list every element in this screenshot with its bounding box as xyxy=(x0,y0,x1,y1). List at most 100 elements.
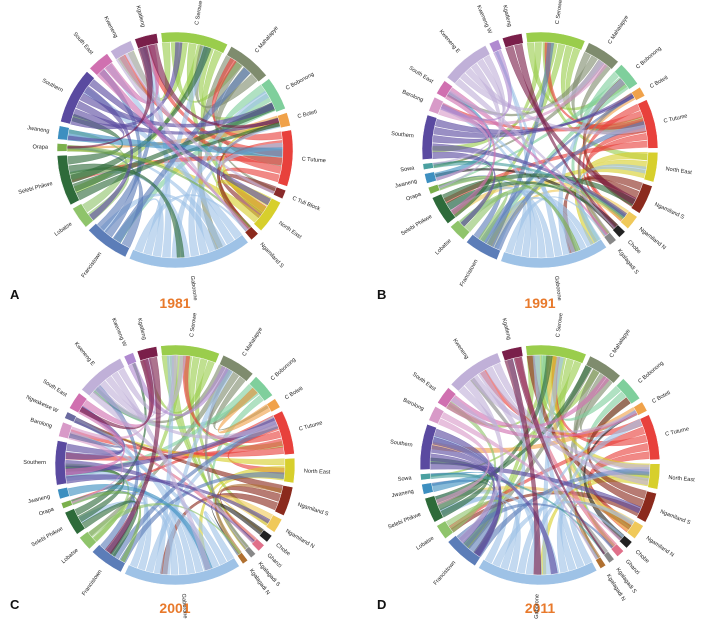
label-south-east: South East xyxy=(41,379,68,399)
label-c-boteti: C Boteti xyxy=(651,390,671,405)
year-label-2011: 2011 xyxy=(525,600,556,616)
label-kweneng-w: Kweneng W xyxy=(475,4,493,35)
label-ngamiland-n: Ngamiland N xyxy=(638,227,667,252)
arc-jwaneng xyxy=(57,125,70,141)
arc-francistown xyxy=(466,234,501,261)
label-c-tutume: C Tutume xyxy=(301,157,326,165)
arc-c-tutume xyxy=(272,410,295,456)
label-c-mahalapye: C Mahalapye xyxy=(241,327,264,358)
label-kweneng: Kweneng xyxy=(451,338,469,361)
label-c-mahalapye: C Mahalapye xyxy=(609,328,632,359)
label-ngamiland-s: Ngamiland S xyxy=(653,202,685,221)
label-kgatleng: Kgatleng xyxy=(136,318,147,341)
arc-c-mahalapye xyxy=(226,45,267,83)
arc-selebi-phikwe xyxy=(64,508,86,535)
label-jwaneng: Jwaneng xyxy=(28,494,51,505)
label-gaborone: Gaborone xyxy=(534,594,541,619)
arc-selebi-phikwe xyxy=(431,193,456,225)
label-ngwaketse-w: Ngwaketse W xyxy=(25,395,60,415)
arc-kweneng-e xyxy=(446,45,491,84)
arc-barolong xyxy=(428,405,445,425)
label-jwaneng: Jwaneng xyxy=(394,178,417,189)
arc-kgalagadi-s xyxy=(603,232,617,246)
arc-lobatse xyxy=(79,531,97,550)
label-sowa: Sowa xyxy=(397,475,412,482)
label-francistown: Francistown xyxy=(81,569,103,597)
label-north-east: North East xyxy=(665,166,692,176)
arc-c-boteti xyxy=(631,86,646,101)
arc-selebi-phikwe xyxy=(56,154,80,206)
year-label-1991: 1991 xyxy=(524,295,555,311)
label-lobatse: Lobatse xyxy=(415,535,435,551)
panel-letter-b: B xyxy=(377,287,386,302)
arc-kgatleng xyxy=(134,33,159,49)
label-c-serowe: C Serowe xyxy=(189,312,198,337)
arc-jwaneng xyxy=(57,487,70,500)
label-jwaneng: Jwaneng xyxy=(27,125,50,134)
arc-kgatleng xyxy=(501,33,524,48)
label-c-mahalapye: C Mahalapye xyxy=(607,14,630,45)
arc-north-east xyxy=(253,197,281,232)
label-kweneng-w: Kweneng W xyxy=(110,317,128,348)
arc-jwaneng xyxy=(421,482,434,495)
arc-north-east xyxy=(283,457,296,484)
arc-kgatleng xyxy=(136,346,159,361)
arc-c-mahalapye xyxy=(585,355,621,384)
arc-francistown xyxy=(447,535,481,567)
panel-letter-c: C xyxy=(10,597,20,612)
label-north-east: North East xyxy=(277,220,302,240)
arc-ngamiland-s xyxy=(636,490,657,523)
chord-layer xyxy=(429,354,651,576)
year-label-2001: 2001 xyxy=(159,600,190,616)
arc-chobe xyxy=(612,224,626,238)
arc-c-tuli-block xyxy=(272,186,287,200)
label-southern: Southern xyxy=(41,78,64,94)
label-chobe: Chobe xyxy=(274,543,291,558)
chord-layer xyxy=(431,41,649,259)
arc-ngamiland-n xyxy=(620,210,638,230)
panel-c: C 2001 C Serowe C Mahalapye C Bobonong C Bo… xyxy=(10,312,331,618)
label-ngamiland-n: Ngamiland N xyxy=(284,528,315,550)
arc-southern xyxy=(421,114,438,160)
arc-kweneng xyxy=(110,40,135,60)
arc-gaborone xyxy=(128,234,249,269)
arc-ngamiland-n xyxy=(626,520,644,540)
arc-north-east xyxy=(643,151,659,183)
arc-francistown xyxy=(91,544,126,573)
arc-south-east xyxy=(69,392,88,414)
arc-chobe xyxy=(258,529,273,543)
label-south-east: South East xyxy=(72,31,95,56)
label-kgatleng: Kgatleng xyxy=(501,5,512,28)
label-c-bobonong: C Bobonong xyxy=(270,357,297,382)
label-north-east: North East xyxy=(668,475,695,484)
label-c-tutume: C Tutume xyxy=(665,426,690,438)
arc-gaborone xyxy=(500,238,607,269)
arc-lobatse xyxy=(450,219,471,240)
label-southern: Southern xyxy=(391,131,414,139)
arc-c-bobonong xyxy=(260,78,286,113)
label-orapa: Orapa xyxy=(405,191,422,202)
arc-jwaneng xyxy=(424,171,437,184)
label-jwaneng: Jwaneng xyxy=(391,489,414,499)
arc-north-east xyxy=(647,463,661,490)
label-kgatleng: Kgatleng xyxy=(501,318,512,341)
label-ghanzi: Ghanzi xyxy=(624,559,640,576)
label-c-serowe: C Serowe xyxy=(555,0,564,25)
label-c-tuli-block: C Tuli Block xyxy=(291,196,321,213)
label-c-boteti: C Boteti xyxy=(649,75,669,90)
panel-letter-d: D xyxy=(377,597,386,612)
arc-barolong xyxy=(428,96,444,115)
arc-kgalagadi-n xyxy=(236,552,249,565)
label-gaborone: Gaborone xyxy=(189,275,198,300)
arc-orapa xyxy=(60,499,73,509)
arc-kweneng-w xyxy=(123,352,137,366)
arc-c-boteti xyxy=(633,401,648,416)
label-southern: Southern xyxy=(390,439,413,448)
label-gaborone: Gaborone xyxy=(553,276,562,301)
label-c-boteti: C Boteti xyxy=(297,109,318,120)
arc-southern xyxy=(54,440,68,486)
arc-kweneng-w xyxy=(488,39,503,53)
